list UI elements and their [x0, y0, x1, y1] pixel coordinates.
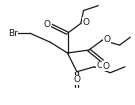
- Text: O: O: [104, 35, 111, 44]
- Text: O: O: [73, 75, 80, 84]
- Text: O: O: [43, 20, 50, 29]
- Text: O: O: [82, 18, 89, 27]
- Text: O: O: [96, 61, 103, 70]
- Text: Br: Br: [8, 29, 18, 38]
- Text: O: O: [103, 62, 110, 71]
